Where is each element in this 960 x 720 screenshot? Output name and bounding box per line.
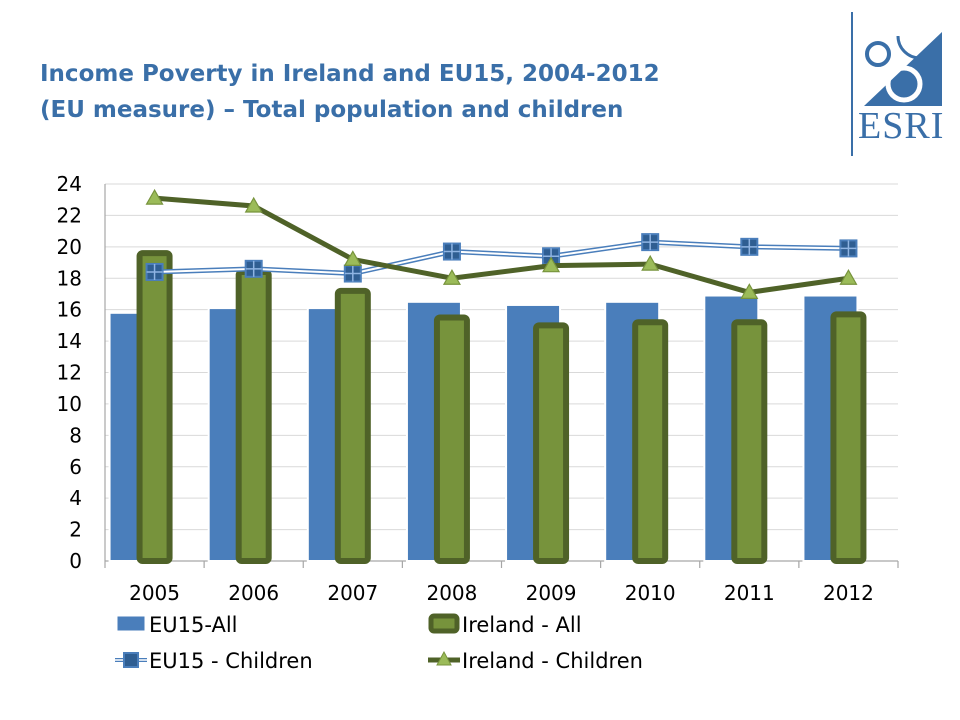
eu15-children-line-inner — [154, 241, 849, 275]
bar-ireland-all — [433, 314, 470, 565]
x-tick-label: 2007 — [327, 581, 378, 605]
y-tick-label: 6 — [69, 455, 82, 479]
bar-ireland-all — [632, 319, 669, 564]
bar-ireland-all — [235, 268, 272, 564]
y-tick-label: 14 — [57, 329, 82, 353]
legend-label: EU15-All — [149, 613, 238, 637]
y-tick-label: 20 — [57, 235, 82, 259]
y-tick-label: 16 — [57, 298, 82, 322]
legend-label: Ireland - All — [462, 613, 582, 637]
x-tick-label: 2010 — [625, 581, 676, 605]
y-tick-label: 24 — [57, 172, 82, 196]
legend-label: EU15 - Children — [149, 649, 313, 673]
y-tick-label: 4 — [69, 486, 82, 510]
bar-ireland-all — [830, 311, 867, 565]
x-tick-label: 2012 — [823, 581, 874, 605]
ireland-children-line — [154, 195, 849, 295]
x-tick-label: 2008 — [426, 581, 477, 605]
esri-logo-icon — [864, 32, 942, 106]
ireland-children-point — [839, 269, 858, 285]
bar-ireland-all — [731, 319, 768, 564]
y-tick-label: 8 — [69, 423, 82, 447]
x-tick-label: 2005 — [129, 581, 180, 605]
bar-ireland-all — [334, 287, 371, 564]
ireland-children-point — [145, 188, 164, 205]
bar-ireland-all — [533, 322, 570, 564]
ireland-children-point — [442, 269, 461, 285]
logo-divider — [851, 12, 853, 156]
x-tick-label: 2006 — [228, 581, 279, 605]
legend-key-eu15-all — [116, 615, 146, 632]
logo-text: ESRI — [858, 105, 945, 147]
title-line-1: Income Poverty in Ireland and EU15, 2004… — [40, 61, 660, 87]
bar-ireland-all — [136, 250, 173, 564]
ireland-children-point — [740, 283, 759, 299]
ireland-children-point — [641, 254, 660, 271]
y-tick-label: 22 — [57, 203, 82, 227]
slide-title: Income Poverty in Ireland and EU15, 2004… — [40, 56, 800, 128]
y-tick-label: 2 — [69, 518, 82, 542]
y-tick-label: 18 — [57, 266, 82, 290]
x-tick-label: 2009 — [526, 581, 577, 605]
y-tick-label: 12 — [57, 361, 82, 385]
legend-key-ireland-all — [428, 613, 460, 634]
title-line-2: (EU measure) – Total population and chil… — [40, 97, 624, 123]
ireland-children-point — [343, 250, 362, 266]
ireland-children-point — [542, 256, 561, 273]
legend-key-ireland-children-marker — [436, 650, 452, 666]
ireland-children-point — [244, 196, 263, 213]
x-tick-label: 2011 — [724, 581, 775, 605]
y-tick-label: 0 — [69, 549, 82, 573]
y-tick-label: 10 — [57, 392, 82, 416]
legend-key-eu15-children-marker — [123, 652, 139, 668]
legend-label: Ireland - Children — [462, 649, 643, 673]
